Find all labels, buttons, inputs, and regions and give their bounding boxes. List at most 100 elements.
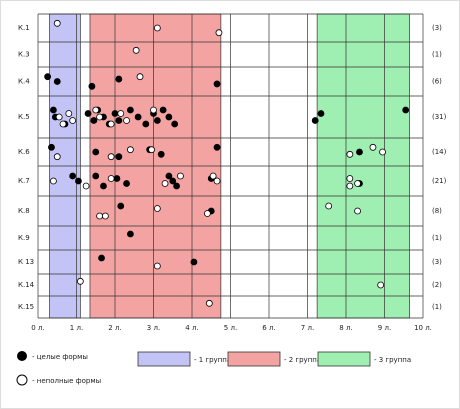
- whole-form-point: [98, 254, 105, 262]
- whole-form-point: [115, 75, 123, 83]
- row-count: (31): [432, 113, 447, 121]
- broken-form-point: [148, 146, 155, 154]
- legend-swatch: [317, 351, 371, 367]
- row-count: (3): [432, 258, 442, 266]
- whole-form-point: [356, 148, 363, 156]
- broken-form-point: [69, 117, 77, 124]
- broken-form-point: [153, 24, 161, 32]
- x-tick-label: 5 л.: [224, 324, 237, 332]
- broken-form-point: [132, 46, 140, 54]
- x-tick-label: 10 л.: [414, 324, 432, 332]
- broken-form-point: [76, 277, 84, 285]
- whole-form-point: [53, 78, 61, 85]
- row-count: (14): [432, 148, 447, 156]
- whole-form-point: [90, 117, 98, 124]
- row-count: (3): [432, 24, 442, 32]
- row-label: К.15: [18, 303, 34, 311]
- whole-form-point: [115, 153, 123, 161]
- row-count: (2): [432, 281, 442, 289]
- broken-form-point: [209, 172, 217, 180]
- whole-form-point: [113, 175, 121, 182]
- broken-form-point: [59, 120, 67, 128]
- broken-form-point: [346, 175, 354, 182]
- broken-form-point: [107, 120, 115, 128]
- broken-form-point: [107, 153, 115, 161]
- whole-form-point: [213, 143, 221, 151]
- broken-form-point: [161, 180, 169, 187]
- legend-whole-marker: [17, 351, 27, 361]
- whole-form-point: [69, 172, 77, 180]
- x-tick-label: 0 л.: [31, 324, 44, 332]
- whole-form-point: [48, 143, 55, 151]
- whole-form-point: [157, 150, 165, 158]
- whole-form-point: [134, 113, 142, 121]
- whole-form-point: [165, 172, 173, 180]
- broken-form-point: [50, 177, 57, 185]
- row-label: К.14: [18, 281, 35, 289]
- whole-form-point: [92, 148, 100, 156]
- broken-form-point: [213, 177, 221, 185]
- x-tick-label: 2 л.: [108, 324, 121, 332]
- legend-label: - 3 группа: [374, 356, 411, 364]
- x-tick-label: 6 л.: [262, 324, 275, 332]
- whole-form-point: [169, 177, 177, 185]
- row-count: (6): [432, 78, 442, 86]
- broken-form-point: [325, 202, 333, 210]
- broken-form-point: [153, 205, 161, 212]
- broken-form-point: [53, 19, 61, 27]
- broken-form-point: [101, 212, 109, 220]
- broken-form-point: [123, 117, 130, 124]
- whole-form-point: [111, 110, 119, 117]
- x-tick-label: 7 л.: [301, 324, 314, 332]
- broken-form-point: [153, 262, 161, 270]
- whole-form-point: [402, 106, 410, 114]
- broken-form-point: [92, 106, 100, 114]
- whole-form-point: [123, 180, 130, 187]
- whole-form-point: [126, 106, 134, 114]
- whole-form-point: [317, 110, 325, 117]
- broken-form-point: [379, 148, 386, 156]
- whole-form-point: [84, 110, 92, 117]
- broken-form-point: [354, 180, 361, 187]
- whole-form-point: [100, 182, 107, 190]
- broken-form-point: [177, 172, 184, 180]
- broken-form-point: [96, 212, 103, 220]
- whole-form-point: [159, 106, 167, 114]
- legend-swatch: [227, 351, 281, 367]
- whole-form-point: [311, 117, 319, 124]
- x-tick-label: 8 л.: [339, 324, 352, 332]
- legend-label: - 2 группа: [284, 356, 321, 364]
- broken-form-point: [369, 143, 377, 151]
- whole-form-point: [75, 177, 82, 185]
- broken-form-point: [65, 110, 73, 117]
- row-label: К.1: [18, 24, 30, 32]
- whole-form-point: [44, 73, 52, 81]
- row-label: К.6: [18, 148, 30, 156]
- row-label: К.9: [18, 234, 30, 242]
- row-count: (1): [432, 51, 442, 59]
- row-count: (1): [432, 303, 442, 311]
- whole-form-point: [153, 117, 161, 124]
- broken-form-point: [117, 110, 125, 117]
- whole-form-point: [92, 172, 100, 180]
- legend-swatch: [137, 351, 191, 367]
- row-count: (1): [432, 234, 442, 242]
- legend-whole-label: - целые формы: [32, 353, 88, 361]
- broken-form-point: [96, 113, 103, 121]
- whole-form-point: [117, 202, 125, 210]
- whole-form-point: [142, 120, 150, 128]
- broken-form-point: [55, 113, 63, 121]
- broken-form-point: [377, 281, 385, 289]
- x-tick-label: 3 л.: [147, 324, 160, 332]
- row-label: К.5: [18, 113, 30, 121]
- broken-form-point: [354, 207, 361, 215]
- x-tick-label: 1 л.: [70, 324, 83, 332]
- broken-form-point: [126, 146, 134, 154]
- row-count: (21): [432, 177, 447, 185]
- broken-form-point: [205, 299, 213, 307]
- whole-form-point: [126, 230, 134, 238]
- whole-form-point: [88, 82, 96, 90]
- whole-form-point: [50, 106, 57, 114]
- row-count: (8): [432, 207, 442, 215]
